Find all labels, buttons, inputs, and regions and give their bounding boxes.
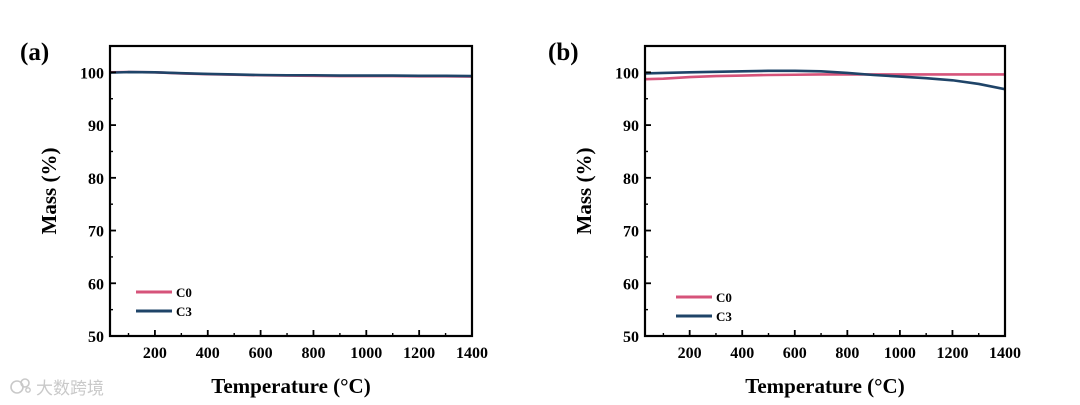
- panel-b: (b) 200 400 600 800 1000 1200 1400 50 60 70 80 90 100…: [548, 39, 1021, 398]
- x-tick-label: 200: [143, 345, 167, 362]
- x-tick-label: 800: [835, 345, 859, 362]
- plot-frame: [643, 44, 1007, 338]
- y-tick-label: 70: [623, 224, 639, 241]
- x-tick-label: 1400: [989, 345, 1021, 362]
- legend-label-c0: C0: [716, 290, 732, 305]
- y-tick-label: 100: [80, 65, 104, 82]
- y-axis-title: Mass (%): [572, 148, 596, 235]
- x-axis-title: Temperature (°C): [745, 374, 904, 398]
- y-tick-label: 50: [88, 329, 104, 346]
- panel-label: (a): [20, 39, 49, 66]
- y-tick-label: 100: [615, 65, 639, 82]
- x-tick-label: 400: [196, 345, 220, 362]
- watermark-text: 大数跨境: [36, 378, 104, 399]
- y-tick-label: 90: [623, 118, 639, 135]
- x-tick-label: 400: [730, 345, 754, 362]
- series-line-c3: [110, 70, 472, 78]
- legend-label-c0: C0: [176, 285, 192, 300]
- x-axis-title: Temperature (°C): [211, 374, 370, 398]
- y-tick-label: 50: [623, 329, 639, 346]
- y-tick-label: 90: [88, 118, 104, 135]
- x-tick-label: 600: [783, 345, 807, 362]
- plot-frame: [108, 44, 474, 338]
- x-tick-label: 1200: [403, 345, 435, 362]
- y-axis-title: Mass (%): [37, 148, 61, 235]
- y-tick-label: 70: [88, 224, 104, 241]
- panel-a: (a) 200 400 600 800 1000 1200 1400 50 60 70 80 90 100…: [20, 39, 488, 398]
- y-tick-label: 80: [88, 171, 104, 188]
- x-tick-label: 1000: [884, 345, 916, 362]
- series-line-c0: [645, 73, 1005, 81]
- panel-label: (b): [548, 39, 579, 66]
- x-tick-label: 200: [678, 345, 702, 362]
- series-line-c3: [645, 69, 1005, 91]
- y-tick-label: 60: [88, 276, 104, 293]
- y-tick-label: 80: [623, 171, 639, 188]
- legend-label-c3: C3: [176, 304, 192, 319]
- legend-label-c3: C3: [716, 309, 732, 324]
- watermark: 大数跨境: [10, 374, 104, 399]
- x-tick-label: 600: [249, 345, 273, 362]
- x-tick-label: 1400: [456, 345, 488, 362]
- y-tick-label: 60: [623, 276, 639, 293]
- x-tick-label: 1000: [350, 345, 382, 362]
- x-tick-label: 800: [301, 345, 325, 362]
- x-tick-label: 1200: [936, 345, 968, 362]
- watermark-logo-icon: [10, 378, 31, 394]
